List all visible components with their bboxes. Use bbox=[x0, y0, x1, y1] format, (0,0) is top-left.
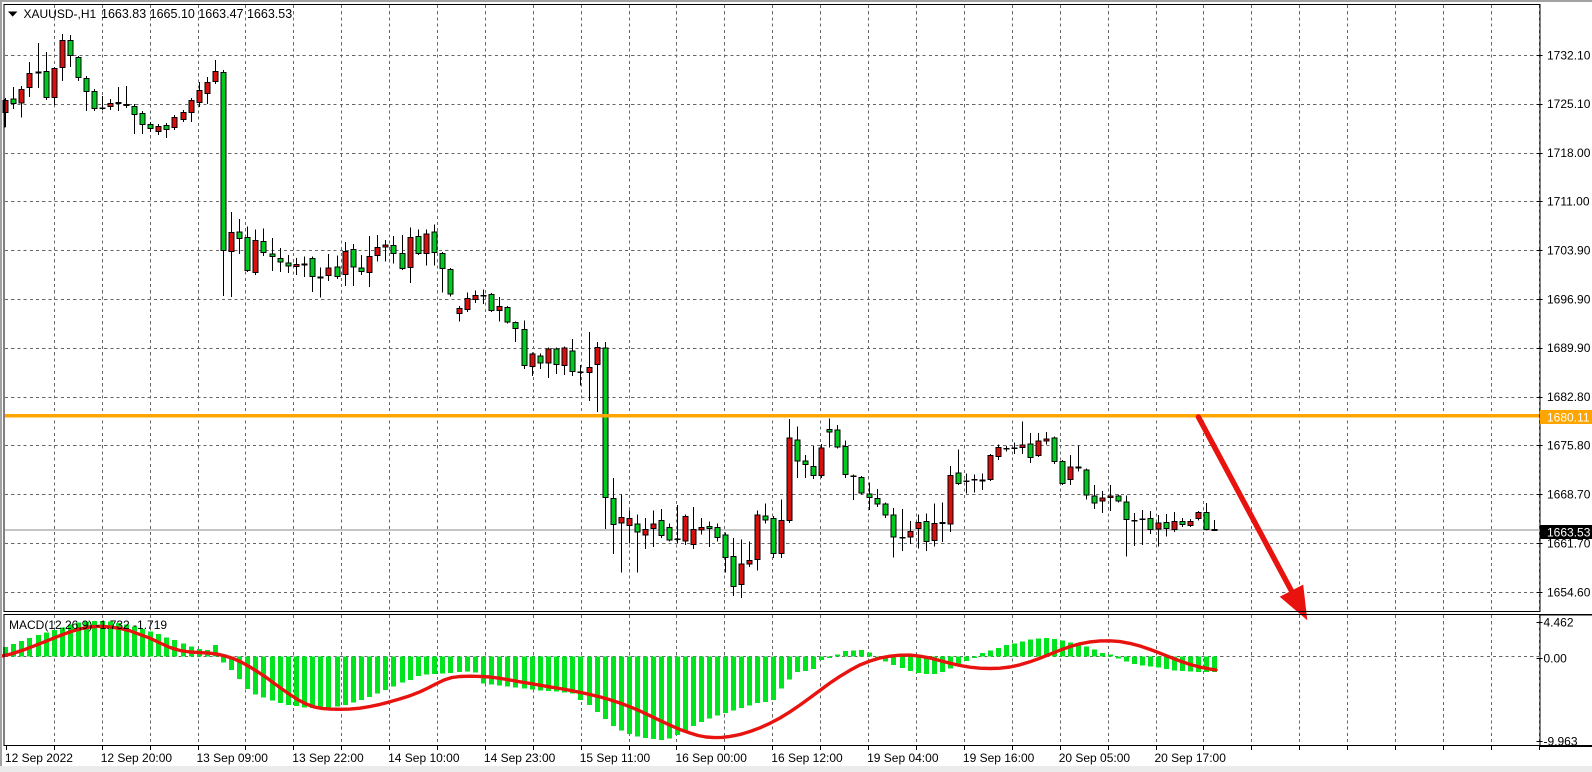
svg-text:13 Sep 09:00: 13 Sep 09:00 bbox=[197, 751, 269, 765]
svg-text:1718.00: 1718.00 bbox=[1547, 146, 1591, 160]
svg-text:MACD(12,26,9) -1.732 -1.719: MACD(12,26,9) -1.732 -1.719 bbox=[9, 618, 167, 632]
svg-text:15 Sep 11:00: 15 Sep 11:00 bbox=[580, 751, 651, 765]
svg-text:1680.11: 1680.11 bbox=[1547, 410, 1590, 424]
svg-text:1703.90: 1703.90 bbox=[1547, 244, 1591, 258]
svg-text:19 Sep 16:00: 19 Sep 16:00 bbox=[963, 751, 1035, 765]
svg-text:1732.10: 1732.10 bbox=[1547, 48, 1591, 62]
svg-text:1654.60: 1654.60 bbox=[1547, 585, 1591, 599]
svg-text:1696.90: 1696.90 bbox=[1547, 292, 1591, 306]
svg-text:1725.10: 1725.10 bbox=[1547, 97, 1591, 111]
svg-text:4.462: 4.462 bbox=[1544, 615, 1574, 629]
svg-text:1711.00: 1711.00 bbox=[1547, 195, 1590, 209]
svg-text:1689.90: 1689.90 bbox=[1547, 341, 1591, 355]
svg-text:19 Sep 04:00: 19 Sep 04:00 bbox=[867, 751, 939, 765]
svg-text:1661.70: 1661.70 bbox=[1547, 536, 1591, 550]
svg-text:16 Sep 12:00: 16 Sep 12:00 bbox=[771, 751, 843, 765]
svg-text:XAUUSD-,H1: XAUUSD-,H1 bbox=[24, 7, 97, 21]
svg-text:-9.963: -9.963 bbox=[1544, 734, 1578, 748]
svg-text:14 Sep 10:00: 14 Sep 10:00 bbox=[388, 751, 460, 765]
svg-text:1675.80: 1675.80 bbox=[1547, 439, 1591, 453]
svg-text:16 Sep 00:00: 16 Sep 00:00 bbox=[676, 751, 748, 765]
svg-text:13 Sep 22:00: 13 Sep 22:00 bbox=[292, 751, 364, 765]
svg-text:12 Sep 20:00: 12 Sep 20:00 bbox=[101, 751, 173, 765]
svg-text:1663.83 1665.10 1663.47 1663.5: 1663.83 1665.10 1663.47 1663.53 bbox=[101, 7, 292, 21]
svg-text:0.00: 0.00 bbox=[1544, 651, 1568, 665]
svg-text:1668.70: 1668.70 bbox=[1547, 488, 1591, 502]
svg-text:14 Sep 23:00: 14 Sep 23:00 bbox=[484, 751, 556, 765]
svg-text:12 Sep 2022: 12 Sep 2022 bbox=[5, 751, 73, 765]
svg-text:20 Sep 05:00: 20 Sep 05:00 bbox=[1059, 751, 1131, 765]
svg-text:1682.80: 1682.80 bbox=[1547, 390, 1591, 404]
svg-text:20 Sep 17:00: 20 Sep 17:00 bbox=[1155, 751, 1227, 765]
svg-text:1663.53: 1663.53 bbox=[1547, 525, 1591, 539]
